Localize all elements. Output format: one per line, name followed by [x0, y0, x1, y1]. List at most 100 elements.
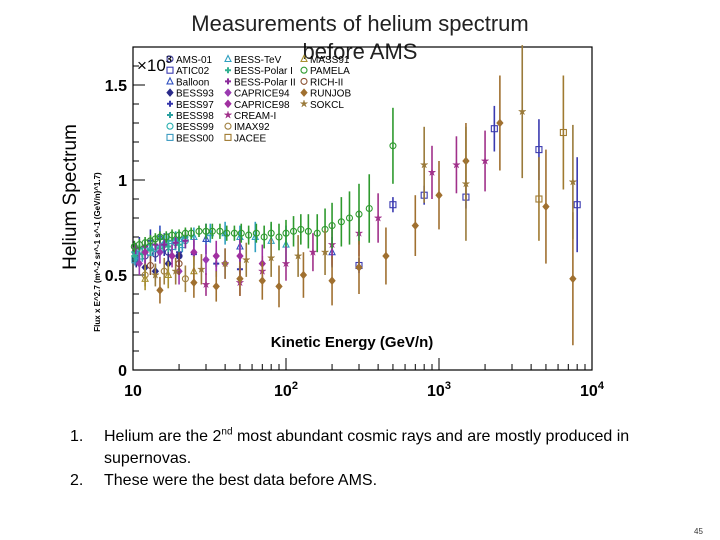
data-point-jacee [559, 128, 567, 137]
legend-label: MASS91 [310, 55, 350, 66]
data-point-balloon [202, 234, 210, 242]
data-point-pamela [168, 231, 176, 239]
x-tick-exponent: 4 [598, 380, 605, 392]
data-point-pamela [267, 229, 275, 237]
data-point-imax92 [160, 267, 168, 275]
data-point-pamela [337, 218, 345, 226]
data-point-cream-i [281, 258, 291, 268]
data-point-runjob [382, 251, 390, 261]
slide-title: Measurements of helium spectrum before A… [150, 10, 570, 66]
data-point-sokcl [150, 270, 160, 279]
data-point-sokcl [320, 247, 330, 256]
legend-marker [224, 99, 232, 109]
legend-marker [300, 66, 308, 74]
data-point-bess-polar-i [176, 241, 183, 248]
data-point-cream-i [427, 167, 437, 177]
legend-label: RICH-II [310, 77, 343, 88]
data-point-runjob [258, 276, 266, 285]
bullet-number: 2. [70, 472, 84, 489]
slide-title-line-2: before AMS [302, 39, 418, 64]
legend-label: BESS97 [176, 100, 214, 111]
data-point-sokcl [266, 253, 276, 262]
legend-label: CAPRICE94 [234, 89, 290, 100]
helium-flux-chart: 0 0.5 1 1.5 10 102 103 104 ×103 Flux x E^2.7 (m^-… [93, 45, 605, 400]
data-point-bess-polar-ii [161, 241, 168, 248]
data-point-runjob [542, 202, 550, 211]
data-point-caprice98 [236, 251, 244, 261]
data-point-pamela [223, 229, 231, 237]
legend-label: IMAX92 [234, 122, 270, 133]
legend-marker [166, 76, 174, 85]
bullet-text: Helium are the 2nd most abundant cosmic … [104, 426, 670, 470]
data-point-runjob [411, 221, 419, 230]
data-point-pamela [313, 229, 321, 237]
data-point-pamela [187, 229, 195, 237]
legend-label: BESS-Polar I [234, 66, 293, 77]
data-point-pamela [365, 204, 373, 213]
legend-marker [167, 100, 173, 107]
data-point-pamela [282, 229, 290, 237]
x-tick-exponent: 2 [292, 380, 298, 392]
data-point-runjob [236, 274, 244, 284]
legend-marker [223, 110, 233, 119]
y-axis-label: Flux x E^2.7 (m^-2 sr^-1 s^-1 (GeV/n)^1.… [93, 172, 102, 332]
data-point-caprice94 [156, 247, 164, 257]
legend-marker [224, 122, 232, 130]
bullet-text-end: most abundant cosmic rays and are mostly… [104, 428, 630, 467]
x-axis-label: Kinetic Energy (GeV/n) [271, 334, 434, 351]
data-point-runjob [435, 190, 443, 200]
data-point-sokcl [171, 266, 181, 275]
legend-label: BESS98 [176, 111, 214, 122]
data-point-rich-ii [146, 261, 154, 270]
legend-marker [166, 88, 174, 97]
data-point-mass91 [141, 274, 150, 282]
bullet-text-start: Helium are the 2 [104, 428, 222, 445]
legend-marker [300, 54, 308, 63]
legend-label: PAMELA [310, 66, 350, 77]
data-point-caprice98 [141, 247, 149, 257]
bullet-superscript: nd [221, 426, 233, 438]
legend-marker [224, 88, 232, 97]
data-point-bess-polar-i [131, 253, 138, 259]
legend-label: BESS93 [176, 89, 214, 100]
data-point-pamela [252, 229, 260, 237]
data-point-runjob [569, 274, 577, 284]
data-point-sokcl [220, 258, 230, 268]
legend-marker [224, 54, 232, 63]
data-point-sokcl [419, 160, 429, 169]
x-tick-label: 103 [427, 380, 451, 400]
data-point-caprice98 [168, 251, 176, 261]
data-point-runjob [190, 278, 198, 287]
legend-label: CAPRICE98 [234, 100, 290, 111]
data-point-runjob [275, 282, 283, 291]
data-point-atic02 [490, 125, 498, 133]
data-point-sokcl [196, 264, 206, 274]
y-multiplier: ×103 [137, 54, 172, 75]
data-point-caprice98 [212, 251, 220, 261]
data-point-atic02 [535, 146, 543, 154]
data-point-pamela [230, 229, 238, 237]
bullet-list: 1. Helium are the 2nd most abundant cosm… [70, 426, 670, 492]
data-point-pamela [195, 227, 203, 235]
legend-label: RUNJOB [310, 89, 351, 100]
data-point-runjob [212, 282, 220, 291]
data-point-pamela [304, 227, 312, 235]
bullet-item-2: 2. These were the best data before AMS. [70, 470, 670, 492]
data-point-mass91 [164, 270, 173, 279]
data-point-runjob [496, 118, 504, 128]
data-point-sokcl [517, 106, 527, 116]
legend-label: BESS99 [176, 122, 214, 133]
data-point-caprice98 [190, 247, 198, 257]
legend-marker [167, 112, 173, 118]
x-tick-exponent: 3 [445, 380, 451, 392]
data-point-sokcl [461, 179, 471, 188]
data-point-pamela [275, 233, 283, 241]
data-point-pamela [151, 235, 159, 243]
data-point-pamela [355, 210, 363, 218]
data-point-cream-i [480, 156, 490, 165]
x-tick-label: 104 [580, 380, 605, 400]
plot-frame [132, 46, 593, 371]
data-point-atic02 [573, 201, 581, 209]
data-point-bess-polar-i [147, 247, 154, 254]
y-tick-label: 1.5 [105, 78, 127, 95]
